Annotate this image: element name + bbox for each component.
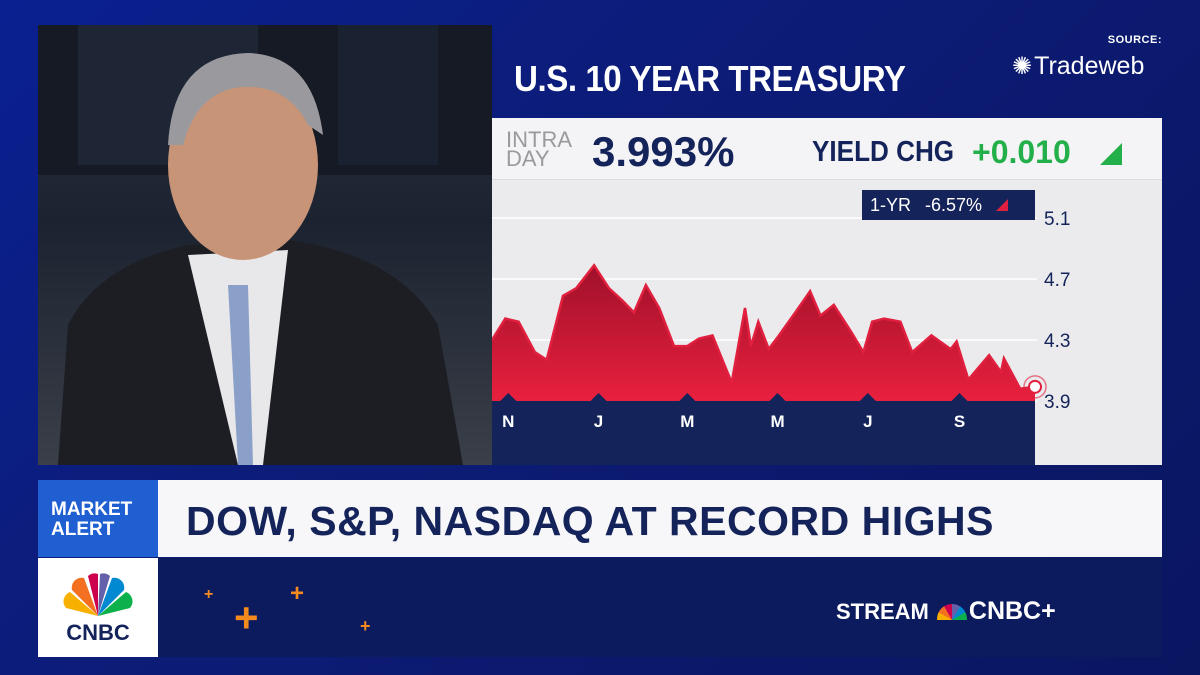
network-name: CNBC [66, 620, 130, 645]
x-tick-label: S [954, 412, 965, 431]
x-tick-marker [590, 393, 607, 401]
yield-area-chart: 5.1 4.7 4.3 3.9 N J M M J S [492, 209, 1070, 465]
plus-decoration-icon: + [290, 580, 305, 607]
plus-decoration-icon: + [204, 586, 214, 603]
guest-video-feed [38, 25, 492, 465]
y-tick-label: 4.3 [1044, 331, 1070, 352]
x-tick-marker [769, 393, 786, 401]
x-tick-label: N [502, 412, 514, 431]
cnbc-logo: CNBC [38, 558, 158, 657]
x-tick-marker [679, 393, 696, 401]
yield-line [492, 263, 1036, 391]
one-year-label: 1-YR [870, 194, 912, 215]
x-tick-marker [859, 393, 876, 401]
market-alert-label: MARKET ALERT [38, 480, 158, 557]
source-logo: ✺ Tradeweb [1012, 52, 1144, 81]
bottom-ticker-bar: + + + + [158, 558, 1162, 657]
chart-title: U.S. 10 YEAR TREASURY [514, 58, 906, 99]
peacock-icon [63, 573, 133, 616]
plus-decoration-icon: + [234, 594, 259, 641]
market-alert-line2: ALERT [51, 519, 115, 540]
x-tick-marker [951, 393, 968, 401]
source-label: SOURCE: [1107, 34, 1162, 46]
small-peacock-icon [936, 603, 967, 620]
intraday-label: INTRA DAY [506, 127, 572, 171]
one-year-change-badge: 1-YR -6.57% [862, 190, 1035, 220]
x-axis-band [492, 401, 1035, 465]
x-tick-label: J [594, 412, 603, 431]
current-value-marker [1028, 379, 1042, 394]
guest-silhouette [38, 25, 492, 465]
x-tick-marker [500, 393, 517, 401]
current-value-pulse-icon [1023, 375, 1047, 399]
treasury-chart-panel: INTRA DAY 3.993% YIELD CHG +0.010 5.1 4.7… [492, 118, 1162, 465]
one-year-value: -6.57% [925, 194, 983, 215]
intraday-label-line2: DAY [506, 146, 550, 171]
tradeweb-burst-icon: ✺ [1012, 53, 1033, 80]
quote-header: INTRA DAY 3.993% YIELD CHG +0.010 [492, 118, 1162, 180]
stream-label: STREAM [836, 598, 929, 624]
yield-change-label: YIELD CHG [812, 136, 955, 168]
y-tick-label: 3.9 [1044, 392, 1070, 413]
up-triangle-icon [1100, 143, 1122, 165]
x-tick-label: M [770, 412, 784, 431]
x-tick-label: M [680, 412, 694, 431]
yield-value: 3.993% [592, 128, 735, 175]
yield-change-value: +0.010 [972, 134, 1071, 170]
headline: DOW, S&P, NASDAQ AT RECORD HIGHS [158, 480, 1162, 557]
stream-brand: CNBC+ [968, 597, 1056, 625]
source-name: Tradeweb [1034, 52, 1145, 80]
x-tick-label: J [863, 412, 872, 431]
plus-decoration-icon: + [360, 616, 371, 636]
intraday-label-line1: INTRA [506, 127, 572, 152]
down-triangle-icon [996, 199, 1009, 211]
y-tick-label: 5.1 [1044, 209, 1070, 230]
stream-promo: STREAM CNBC+ [836, 597, 1056, 626]
yield-area [492, 265, 1035, 401]
y-tick-label: 4.7 [1044, 270, 1070, 291]
market-alert-line1: MARKET [51, 499, 133, 520]
